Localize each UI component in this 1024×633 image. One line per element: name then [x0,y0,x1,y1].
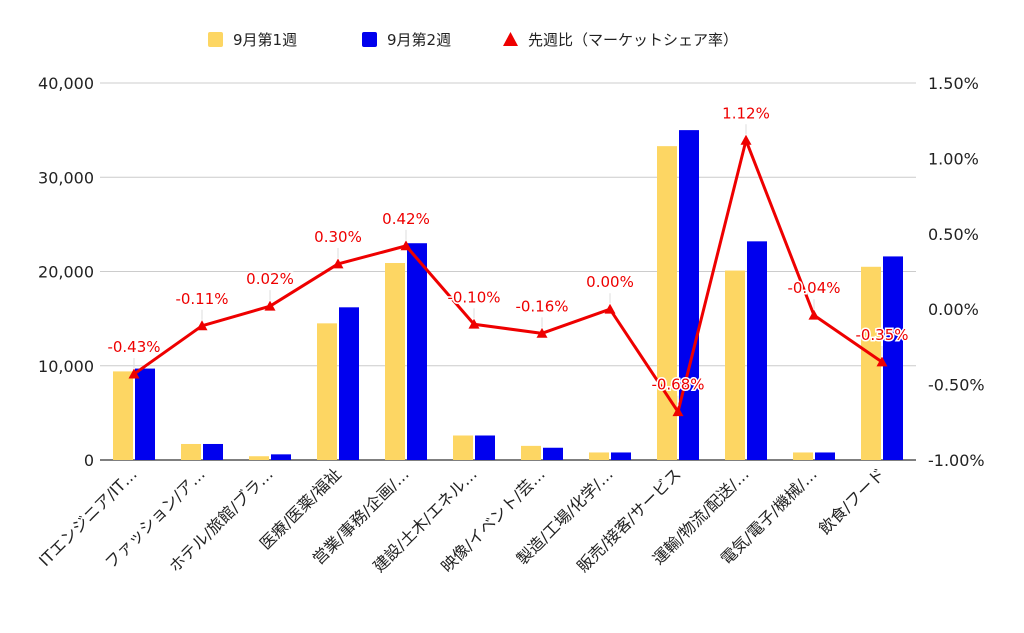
bar-week2 [815,452,835,460]
bar-series [113,130,903,460]
line-marker [400,240,412,251]
bar-week2 [135,368,155,460]
bar-week2 [611,452,631,460]
line-marker [536,327,548,338]
right-tick-label: -0.50% [928,376,985,395]
bar-week2 [475,435,495,460]
right-tick-label: 1.00% [928,149,979,168]
left-tick-label: 40,000 [38,74,94,93]
bar-week1 [181,443,201,460]
data-label: 1.12% [722,104,770,122]
bar-week1 [113,371,133,460]
bar-week1 [317,323,337,460]
bar-week2 [339,307,359,460]
category-label: 飲食/フード [815,464,889,538]
line-marker [468,318,480,329]
line-marker [196,320,208,331]
bar-week1 [521,445,541,460]
data-label: -0.11% [175,290,228,308]
data-label: 0.00% [586,273,634,291]
right-tick-label: -1.00% [928,451,985,470]
line-marker [332,258,344,269]
legend-label: 9月第2週 [387,31,451,49]
data-label: 0.42% [382,210,430,228]
legend-label: 先週比（マーケットシェア率） [528,31,738,49]
bar-week2 [883,256,903,460]
bar-week2 [679,130,699,460]
line-marker [876,356,888,367]
legend-label: 9月第1週 [233,31,297,49]
bar-week1 [657,146,677,460]
bar-week1 [589,452,609,460]
bar-week1 [793,452,813,460]
left-y-axis: 0 10,000 20,000 30,000 40,000 [38,74,94,470]
right-tick-label: 0.50% [928,225,979,244]
line-marker [740,134,752,145]
bar-week2 [407,243,427,460]
data-label: -0.43% [107,338,160,356]
data-label: -0.10% [447,288,500,306]
left-tick-label: 10,000 [38,357,94,376]
bar-week2 [543,447,563,460]
legend-swatch [208,32,223,47]
bar-week1 [249,456,269,460]
bar-week1 [725,270,745,460]
legend-swatch [503,32,518,46]
line-marker [672,406,684,417]
data-label: 0.30% [314,228,362,246]
data-label: -0.16% [515,297,568,315]
share-change-line [133,138,883,414]
bar-week2 [271,454,291,460]
line-marker [808,309,820,320]
bar-week1 [385,263,405,460]
left-tick-label: 30,000 [38,168,94,187]
data-label: 0.02% [246,270,294,288]
bar-week1 [453,435,473,460]
data-label: -0.04% [787,279,840,297]
gridlines [100,82,916,461]
right-tick-label: 0.00% [928,300,979,319]
line-marker [604,303,616,314]
right-y-axis: -1.00% -0.50% 0.00% 0.50% 1.00% 1.50% [928,74,985,470]
data-label: -0.68% [651,376,704,394]
bar-week2 [747,241,767,460]
left-tick-label: 0 [84,451,94,470]
left-tick-label: 20,000 [38,263,94,282]
legend-swatch [362,32,377,47]
legend: 9月第1週 9月第2週 先週比（マーケットシェア率） [208,31,738,49]
line-marker [264,300,276,311]
data-label: -0.35% [855,326,908,344]
bar-week1 [861,266,881,460]
bar-week2 [203,443,223,460]
right-tick-label: 1.50% [928,74,979,93]
x-axis: ITエンジニア/IT…ファッション/ア…ホテル/旅館/ブラ…医療/医薬/福祉営業… [35,464,889,576]
line-marker [128,368,140,379]
line-series: -0.43% -0.11% 0.02% 0.30% 0.42% -0.10% -0.16% 0… [106,103,910,417]
